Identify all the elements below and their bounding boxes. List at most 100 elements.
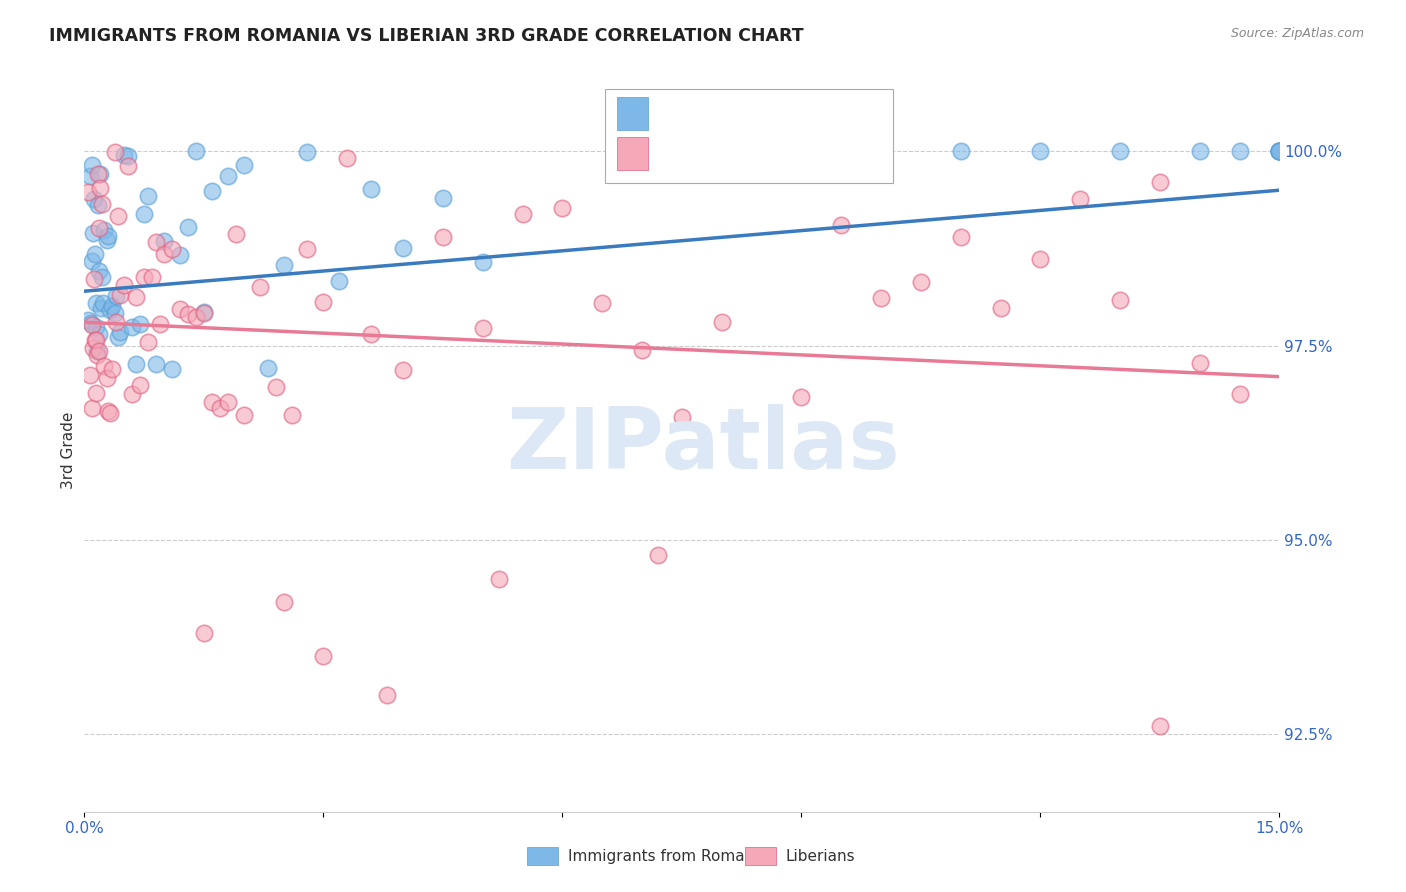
Point: [125, 290, 148, 304]
Point: [129, 317, 152, 331]
Point: [830, 145, 852, 159]
Text: R = -0.151  N = 80: R = -0.151 N = 80: [654, 141, 825, 159]
Point: [193, 626, 215, 640]
Point: [112, 277, 135, 292]
Point: [136, 334, 159, 349]
Point: [160, 242, 183, 256]
Point: [1029, 145, 1052, 159]
Point: [280, 408, 302, 422]
Point: [141, 270, 163, 285]
Point: [488, 572, 510, 586]
Point: [98, 405, 121, 419]
Point: [471, 320, 494, 334]
Point: [671, 409, 693, 424]
Point: [177, 220, 200, 235]
Text: Source: ZipAtlas.com: Source: ZipAtlas.com: [1230, 27, 1364, 40]
Point: [217, 395, 239, 409]
Point: [551, 201, 574, 215]
Text: R = 0.544  N = 67: R = 0.544 N = 67: [654, 101, 818, 119]
Point: [80, 401, 103, 416]
Point: [96, 371, 118, 385]
Point: [84, 296, 107, 310]
Point: [132, 269, 156, 284]
Point: [82, 227, 104, 241]
Point: [1069, 192, 1091, 206]
Point: [77, 312, 100, 326]
Point: [1268, 145, 1291, 159]
Point: [297, 145, 319, 159]
Point: [125, 357, 148, 371]
Point: [392, 241, 415, 255]
Point: [87, 344, 110, 359]
Point: [110, 325, 132, 339]
Point: [121, 386, 143, 401]
Point: [153, 247, 176, 261]
Point: [392, 363, 415, 377]
Point: [232, 157, 254, 171]
Point: [83, 247, 105, 261]
Text: Liberians: Liberians: [786, 849, 856, 863]
Point: [90, 270, 112, 285]
Point: [89, 167, 111, 181]
Point: [471, 254, 494, 268]
Point: [86, 320, 108, 334]
Point: [256, 361, 278, 376]
Point: [336, 151, 359, 165]
Point: [512, 206, 534, 220]
Point: [949, 230, 972, 244]
Point: [110, 287, 132, 301]
Point: [870, 145, 893, 159]
Point: [93, 359, 115, 373]
Point: [949, 145, 972, 159]
Point: [177, 307, 200, 321]
Point: [193, 304, 215, 318]
Point: [84, 334, 107, 348]
Point: [98, 303, 121, 318]
Point: [360, 182, 382, 196]
Point: [1188, 356, 1211, 370]
Point: [328, 274, 350, 288]
Point: [1149, 719, 1171, 733]
Point: [201, 394, 224, 409]
Point: [591, 295, 613, 310]
Point: [91, 296, 114, 310]
Point: [82, 342, 104, 356]
Point: [82, 253, 104, 268]
Point: [101, 299, 124, 313]
Point: [631, 343, 654, 358]
Point: [193, 306, 215, 320]
Point: [87, 264, 110, 278]
Point: [1268, 145, 1291, 159]
Text: ZIPatlas: ZIPatlas: [506, 404, 900, 488]
Point: [87, 198, 110, 212]
Point: [360, 326, 382, 341]
Point: [910, 275, 932, 289]
Point: [117, 149, 139, 163]
Point: [184, 310, 207, 325]
Point: [82, 318, 104, 332]
Point: [160, 361, 183, 376]
Point: [312, 295, 335, 310]
Point: [104, 145, 127, 159]
Point: [104, 306, 127, 320]
Point: [90, 196, 112, 211]
Point: [375, 688, 398, 702]
Point: [184, 144, 207, 158]
Point: [1268, 145, 1291, 159]
Point: [1268, 145, 1291, 159]
Point: [1229, 145, 1251, 159]
Point: [1149, 175, 1171, 189]
Point: [149, 317, 172, 331]
Point: [107, 210, 129, 224]
Point: [93, 222, 115, 236]
Point: [217, 169, 239, 183]
Point: [121, 320, 143, 334]
Point: [86, 385, 108, 400]
Point: [105, 315, 128, 329]
Point: [201, 184, 224, 198]
Point: [432, 230, 454, 244]
Point: [1268, 145, 1291, 159]
Point: [790, 145, 813, 159]
Point: [790, 390, 813, 404]
Point: [112, 148, 135, 162]
